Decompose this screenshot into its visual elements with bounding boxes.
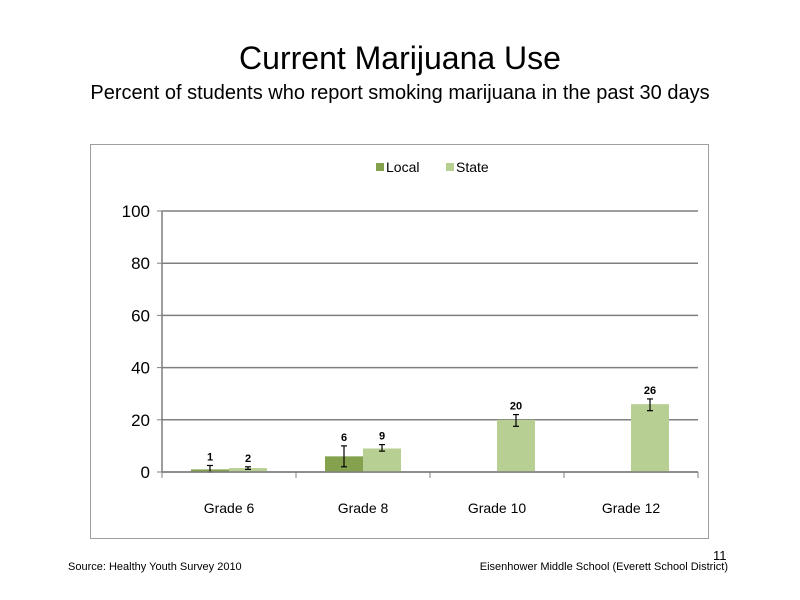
y-tick-label: 0 — [141, 463, 150, 482]
data-label: 2 — [245, 453, 251, 465]
bar-chart: 0 20 40 60 80 100 Grade 6 Grade 8 Grade 10 Grade … — [122, 159, 699, 516]
legend-label-local: Local — [386, 159, 419, 175]
slide-title: Current Marijuana Use — [239, 40, 561, 76]
bar-state — [631, 404, 669, 472]
y-tick-label: 80 — [131, 254, 150, 273]
x-tick-label: Grade 8 — [338, 500, 389, 516]
bar-state — [229, 468, 267, 472]
data-label: 26 — [644, 385, 656, 397]
y-tick-label: 100 — [122, 202, 150, 221]
source-note: Source: Healthy Youth Survey 2010 — [68, 561, 242, 573]
bar-state — [363, 448, 401, 472]
data-label: 9 — [379, 431, 385, 443]
x-tick-label: Grade 10 — [468, 500, 527, 516]
y-tick-label: 40 — [131, 359, 150, 378]
slide-subtitle: Percent of students who report smoking m… — [90, 82, 710, 104]
legend-label-state: State — [456, 159, 489, 175]
x-tick-label: Grade 6 — [204, 500, 255, 516]
legend-swatch-state — [446, 163, 454, 171]
chart-frame: 0 20 40 60 80 100 Grade 6 Grade 8 Grade 10 Grade … — [90, 144, 709, 539]
legend-swatch-local — [376, 163, 384, 171]
bar-state — [497, 419, 535, 472]
y-tick-label: 20 — [131, 411, 150, 430]
data-label: 6 — [341, 432, 347, 444]
y-tick-label: 60 — [131, 306, 150, 325]
school-name: Eisenhower Middle School (Everett School… — [479, 561, 728, 573]
data-label: 1 — [207, 451, 213, 463]
page-number: 11 — [713, 548, 727, 563]
x-tick-label: Grade 12 — [602, 500, 661, 516]
data-label: 20 — [510, 401, 522, 413]
